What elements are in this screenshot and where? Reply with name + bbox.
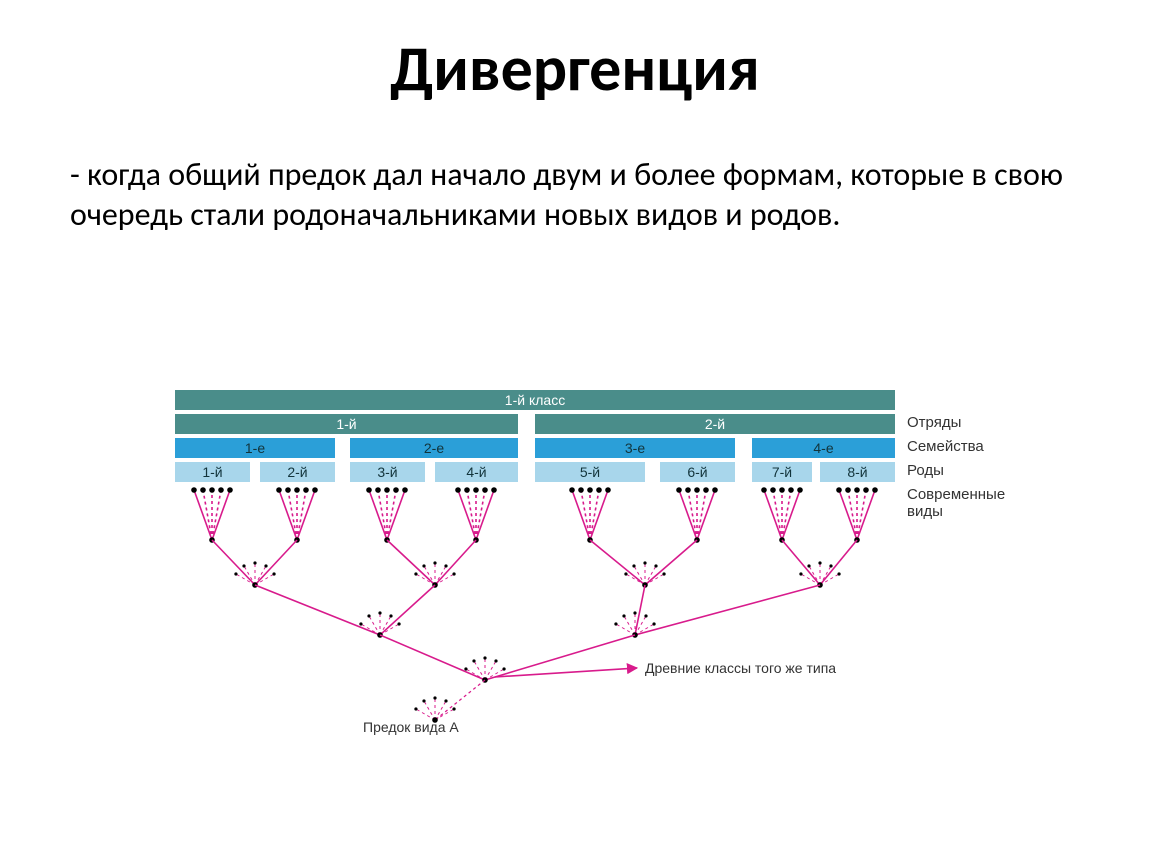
svg-text:7-й: 7-й bbox=[772, 464, 792, 480]
svg-text:1-й класс: 1-й класс bbox=[505, 392, 565, 408]
slide-title: Дивергенция bbox=[0, 30, 1150, 108]
svg-text:Предок вида А: Предок вида А bbox=[363, 719, 459, 735]
svg-text:Роды: Роды bbox=[907, 462, 944, 479]
svg-text:1-й: 1-й bbox=[336, 416, 356, 432]
svg-text:8-й: 8-й bbox=[847, 464, 867, 480]
svg-text:виды: виды bbox=[907, 503, 943, 520]
svg-text:Современные: Современные bbox=[907, 486, 1005, 503]
svg-text:2-й: 2-й bbox=[287, 464, 307, 480]
svg-text:Древние классы того же типа: Древние классы того же типа bbox=[645, 660, 836, 676]
slide-body: - когда общий предок дал начало двум и б… bbox=[70, 155, 1080, 235]
svg-text:3-й: 3-й bbox=[377, 464, 397, 480]
svg-text:1-е: 1-е bbox=[245, 440, 265, 456]
svg-text:4-е: 4-е bbox=[813, 440, 833, 456]
svg-text:1-й: 1-й bbox=[202, 464, 222, 480]
svg-text:4-й: 4-й bbox=[466, 464, 486, 480]
divergence-diagram: 1-й класс 1-й 2-й 1-е 2-е 3-е 4-е 1-й 2-й 3-й 4-й 5… bbox=[135, 390, 1035, 760]
svg-text:3-е: 3-е bbox=[625, 440, 645, 456]
svg-text:2-й: 2-й bbox=[705, 416, 725, 432]
svg-text:Отряды: Отряды bbox=[907, 414, 961, 431]
svg-text:Семейства: Семейства bbox=[907, 438, 984, 455]
svg-text:2-е: 2-е bbox=[424, 440, 444, 456]
svg-text:5-й: 5-й bbox=[580, 464, 600, 480]
svg-text:6-й: 6-й bbox=[687, 464, 707, 480]
